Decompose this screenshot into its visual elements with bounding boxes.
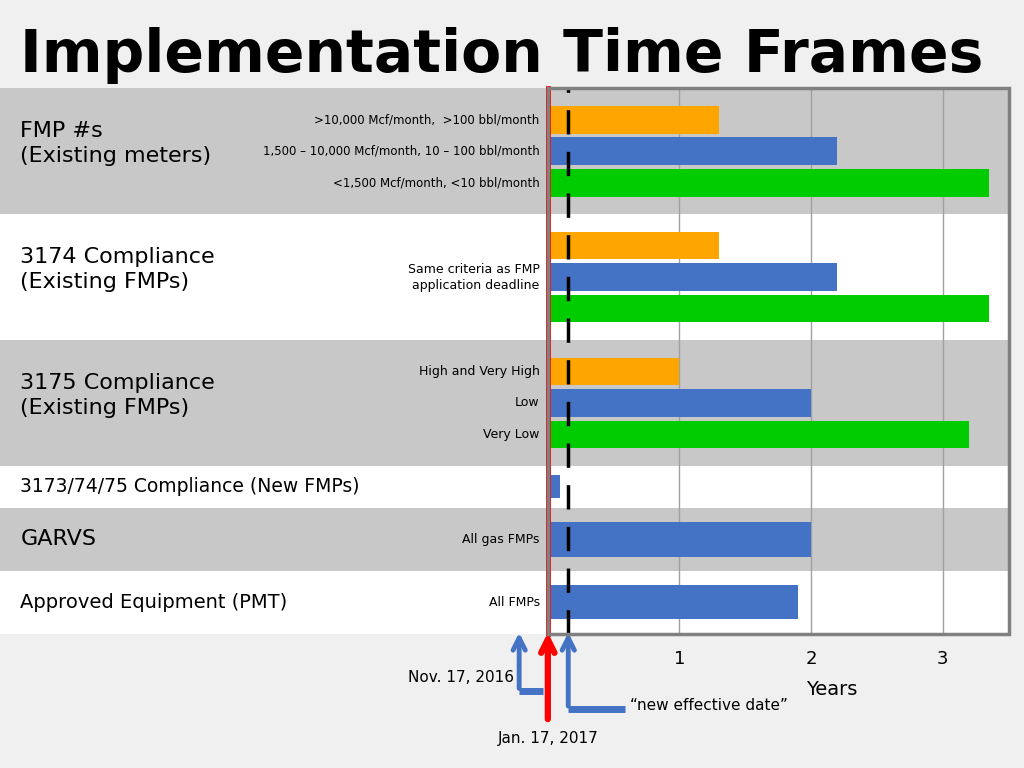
- Bar: [0, 466, 548, 508]
- Text: High and Very High: High and Very High: [419, 365, 540, 378]
- Text: Approved Equipment (PMT): Approved Equipment (PMT): [20, 593, 288, 611]
- Text: All gas FMPs: All gas FMPs: [462, 533, 540, 546]
- Text: “new effective date”: “new effective date”: [630, 698, 787, 713]
- Text: 2: 2: [806, 650, 817, 668]
- Bar: [548, 88, 1009, 634]
- Bar: [0, 340, 548, 466]
- Bar: [548, 585, 798, 620]
- Bar: [548, 340, 1009, 466]
- Text: Implementation Time Frames: Implementation Time Frames: [20, 27, 984, 84]
- Text: 1: 1: [674, 650, 685, 668]
- Text: 3175 Compliance
(Existing FMPs): 3175 Compliance (Existing FMPs): [20, 372, 215, 418]
- Bar: [548, 421, 969, 449]
- Text: Jan. 17, 2017: Jan. 17, 2017: [498, 731, 598, 746]
- Text: Low: Low: [515, 396, 540, 409]
- Bar: [548, 232, 719, 260]
- Bar: [548, 466, 1009, 508]
- Bar: [548, 295, 989, 323]
- Text: GARVS: GARVS: [20, 529, 96, 549]
- Text: 3173/74/75 Compliance (New FMPs): 3173/74/75 Compliance (New FMPs): [20, 477, 360, 496]
- Bar: [548, 571, 1009, 634]
- Bar: [548, 137, 838, 165]
- Bar: [0, 571, 548, 634]
- Text: Same criteria as FMP
application deadline: Same criteria as FMP application deadlin…: [408, 263, 540, 292]
- Text: Nov. 17, 2016: Nov. 17, 2016: [408, 670, 514, 685]
- Bar: [548, 522, 811, 557]
- Text: Very Low: Very Low: [483, 428, 540, 441]
- Bar: [0, 214, 548, 340]
- Bar: [548, 389, 811, 417]
- Bar: [548, 88, 1009, 214]
- Bar: [548, 475, 560, 498]
- Bar: [548, 508, 1009, 571]
- Bar: [548, 214, 1009, 340]
- Bar: [0, 88, 548, 214]
- Text: 3: 3: [937, 650, 948, 668]
- Bar: [548, 358, 680, 386]
- Text: FMP #s
(Existing meters): FMP #s (Existing meters): [20, 121, 212, 166]
- Text: >10,000 Mcf/month,  >100 bbl/month: >10,000 Mcf/month, >100 bbl/month: [314, 113, 540, 126]
- Text: All FMPs: All FMPs: [488, 596, 540, 609]
- Bar: [548, 106, 719, 134]
- Text: 3174 Compliance
(Existing FMPs): 3174 Compliance (Existing FMPs): [20, 247, 215, 292]
- Bar: [548, 169, 989, 197]
- Text: Years: Years: [806, 680, 857, 699]
- Text: <1,500 Mcf/month, <10 bbl/month: <1,500 Mcf/month, <10 bbl/month: [333, 176, 540, 189]
- Text: 1,500 – 10,000 Mcf/month, 10 – 100 bbl/month: 1,500 – 10,000 Mcf/month, 10 – 100 bbl/m…: [263, 144, 540, 157]
- Bar: [0, 508, 548, 571]
- Bar: [548, 263, 838, 291]
